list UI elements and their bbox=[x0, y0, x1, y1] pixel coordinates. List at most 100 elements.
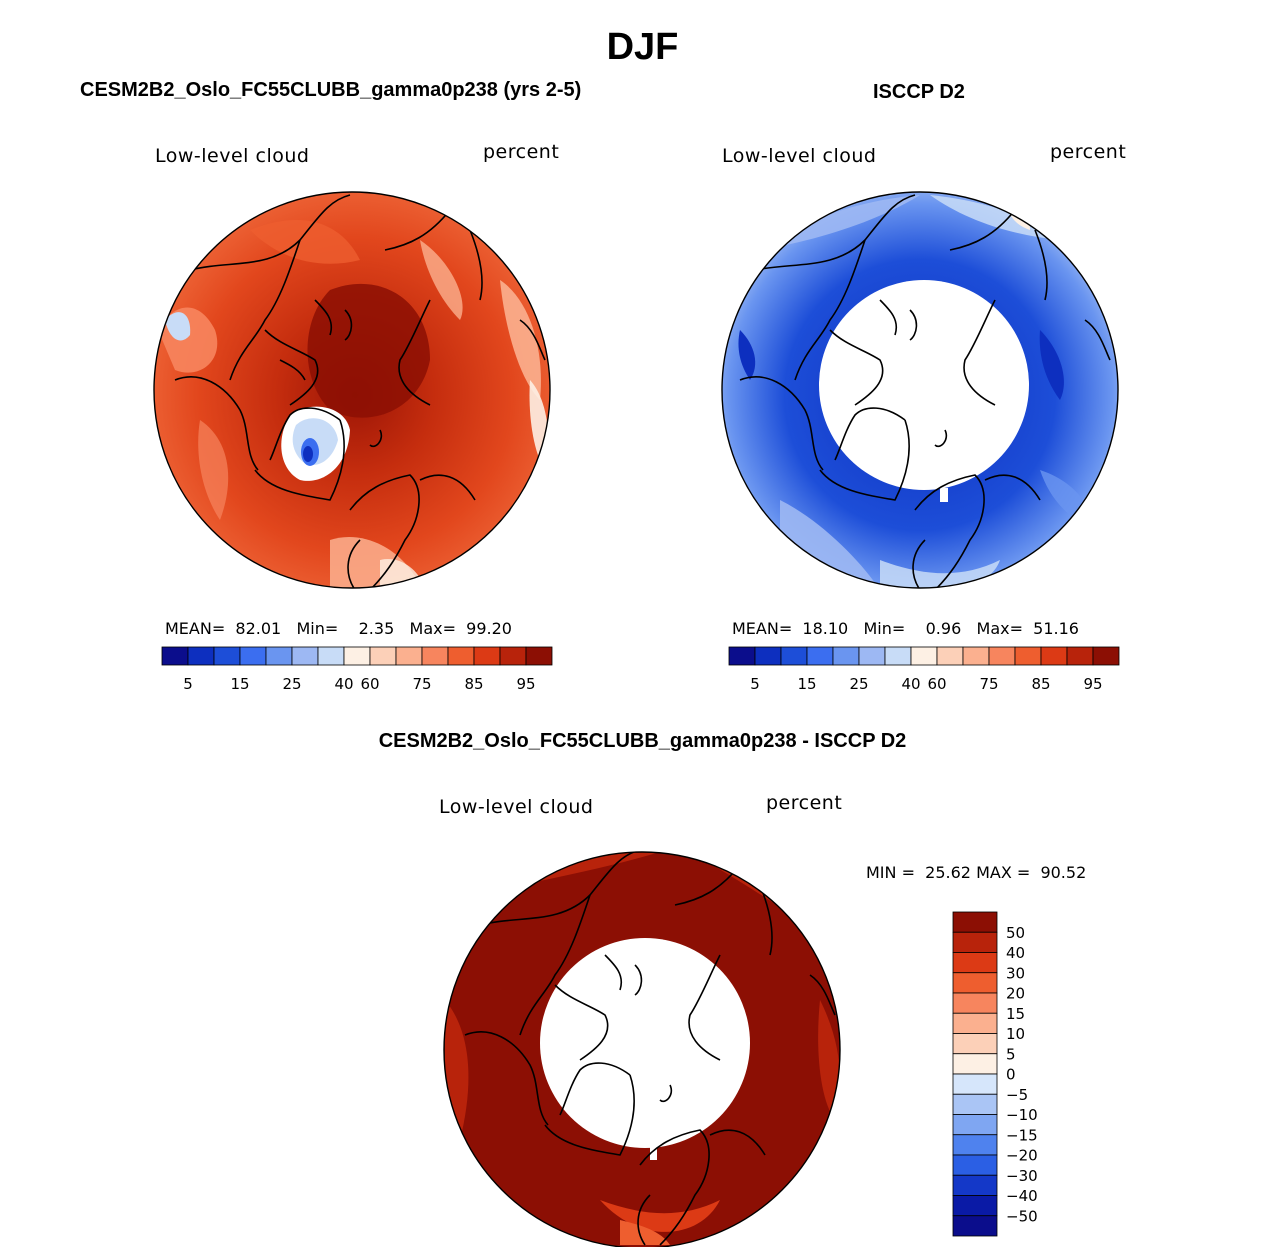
panel-3-variable-label: Low-level cloud bbox=[439, 796, 594, 818]
panel-2-title: ISCCP D2 bbox=[873, 81, 965, 103]
colorbar-difference-tick-label: 30 bbox=[1006, 964, 1025, 982]
colorbar-difference-tick-label: 15 bbox=[1006, 1005, 1025, 1023]
colorbar-difference-swatch bbox=[952, 952, 998, 974]
colorbar-observation-swatch bbox=[936, 646, 964, 666]
colorbar-difference-swatch bbox=[952, 992, 998, 1014]
colorbar-difference-tick-label: −40 bbox=[1006, 1187, 1038, 1205]
colorbar-difference-swatch bbox=[952, 1033, 998, 1055]
colorbar-observation-swatch bbox=[884, 646, 912, 666]
colorbar-difference-tick-label: 10 bbox=[1006, 1025, 1025, 1043]
colorbar-difference-swatch bbox=[952, 1012, 998, 1034]
colorbar-observation-tick-label: 5 bbox=[750, 675, 760, 693]
colorbar-difference-tick-label: 20 bbox=[1006, 985, 1025, 1003]
colorbar-observation-tick-label: 75 bbox=[979, 675, 998, 693]
colorbar-observation-tick-label: 60 bbox=[927, 675, 946, 693]
colorbar-observation-swatch bbox=[1040, 646, 1068, 666]
panel-2-min-value: 0.96 bbox=[925, 619, 962, 638]
colorbar-observation-swatch bbox=[780, 646, 808, 666]
colorbar-difference-tick-label: −10 bbox=[1006, 1106, 1038, 1124]
figure-title: DJF bbox=[606, 26, 679, 68]
colorbar-model-swatch bbox=[421, 646, 449, 666]
panel-2-variable-label: Low-level cloud bbox=[722, 145, 877, 167]
colorbar-model-swatch bbox=[447, 646, 475, 666]
colorbar-model-tick-label: 15 bbox=[230, 675, 249, 693]
colorbar-difference-tick-label: −5 bbox=[1006, 1086, 1028, 1104]
colorbar-difference-tick-label: 50 bbox=[1006, 924, 1025, 942]
panel-2-mean-value: 18.10 bbox=[802, 619, 849, 638]
colorbar-observation-swatch bbox=[728, 646, 756, 666]
colorbar-observation-tick-label: 95 bbox=[1083, 675, 1102, 693]
panel-1-min-value: 2.35 bbox=[358, 619, 395, 638]
colorbar-difference-swatch bbox=[952, 931, 998, 953]
colorbar-observation-swatch bbox=[1014, 646, 1042, 666]
colorbar-model-tick-label: 95 bbox=[516, 675, 535, 693]
panel-2-max-label: Max= bbox=[976, 619, 1023, 638]
panel-3-units-label: percent bbox=[766, 792, 843, 814]
colorbar-observation-swatch bbox=[754, 646, 782, 666]
colorbar-model-swatch bbox=[369, 646, 397, 666]
colorbar-difference-swatch bbox=[952, 1073, 998, 1095]
panel-1-stats: MEAN= 82.01 Min= 2.35 Max= 99.20 bbox=[165, 619, 512, 638]
colorbar-model-tick-label: 40 bbox=[334, 675, 353, 693]
panel-1-max-label: Max= bbox=[409, 619, 456, 638]
panel-1-max-value: 99.20 bbox=[466, 619, 512, 638]
panel-3-title: CESM2B2_Oslo_FC55CLUBB_gamma0p238 - ISCC… bbox=[378, 730, 907, 752]
panel-1-units-label: percent bbox=[483, 141, 560, 163]
panel-1-mean-label: MEAN= bbox=[165, 619, 226, 638]
colorbar-model-swatch bbox=[213, 646, 241, 666]
colorbar-model-swatch bbox=[525, 646, 553, 666]
colorbar-difference-tick-label: 40 bbox=[1006, 944, 1025, 962]
panel-2-mean-label: MEAN= bbox=[732, 619, 793, 638]
colorbar-difference-swatch bbox=[952, 1195, 998, 1217]
colorbar-model-swatch bbox=[343, 646, 371, 666]
panel-3-max-value: 90.52 bbox=[1040, 863, 1087, 882]
colorbar-observation-swatch bbox=[832, 646, 860, 666]
panel-3-stats: MIN = 25.62 MAX = 90.52 bbox=[866, 863, 1086, 882]
colorbar-model-swatch bbox=[161, 646, 189, 666]
colorbar-observation-swatch bbox=[858, 646, 886, 666]
colorbar-difference-swatch bbox=[952, 1174, 998, 1196]
map-observation bbox=[721, 191, 1119, 589]
panel-2-min-label: Min= bbox=[863, 619, 906, 638]
colorbar-observation-tick-label: 15 bbox=[797, 675, 816, 693]
colorbar-difference-swatch bbox=[952, 1114, 998, 1136]
colorbar-observation-swatch bbox=[962, 646, 990, 666]
panel-1-mean-value: 82.01 bbox=[235, 619, 282, 638]
colorbar-observation-tick-label: 40 bbox=[901, 675, 920, 693]
panel-3-min-value: 25.62 bbox=[925, 863, 971, 882]
colorbar-model-tick-label: 75 bbox=[412, 675, 431, 693]
colorbar-observation-swatch bbox=[910, 646, 938, 666]
panel-3-max-label: MAX = bbox=[976, 863, 1031, 882]
panel-3-min-label: MIN = bbox=[866, 863, 915, 882]
colorbar-model-swatch bbox=[265, 646, 293, 666]
colorbar-model-tick-label: 25 bbox=[282, 675, 301, 693]
panel-1-variable-label: Low-level cloud bbox=[155, 145, 310, 167]
panel-1-title: CESM2B2_Oslo_FC55CLUBB_gamma0p238 (yrs 2… bbox=[80, 79, 582, 101]
colorbar-difference-swatch bbox=[952, 1215, 998, 1237]
colorbar-model-swatch bbox=[473, 646, 501, 666]
panel-2-max-value: 51.16 bbox=[1033, 619, 1079, 638]
colorbar-difference-swatch bbox=[952, 972, 998, 994]
colorbar-difference-tick-label: −50 bbox=[1006, 1207, 1038, 1225]
colorbar-difference-tick-label: 0 bbox=[1006, 1066, 1016, 1084]
colorbar-model-swatch bbox=[499, 646, 527, 666]
colorbar-model-swatch bbox=[395, 646, 423, 666]
colorbar-difference-swatch bbox=[952, 1154, 998, 1176]
map-difference bbox=[443, 851, 841, 1247]
colorbar-model-swatch bbox=[317, 646, 345, 666]
colorbar-difference-swatch bbox=[952, 911, 998, 933]
colorbar-observation-tick-label: 85 bbox=[1031, 675, 1050, 693]
colorbar-difference-tick-label: −15 bbox=[1006, 1126, 1038, 1144]
map-model bbox=[153, 191, 551, 589]
colorbar-observation: 5 15 25 40 60 75 85 95 bbox=[728, 646, 1120, 693]
colorbar-observation-tick-label: 25 bbox=[849, 675, 868, 693]
colorbar-observation-swatch bbox=[988, 646, 1016, 666]
colorbar-model-swatch bbox=[291, 646, 319, 666]
colorbar-difference-swatch bbox=[952, 1093, 998, 1115]
colorbar-difference-tick-label: 5 bbox=[1006, 1045, 1016, 1063]
colorbar-model-swatch bbox=[239, 646, 267, 666]
colorbar-model-tick-label: 5 bbox=[183, 675, 193, 693]
panel-2-units-label: percent bbox=[1050, 141, 1127, 163]
